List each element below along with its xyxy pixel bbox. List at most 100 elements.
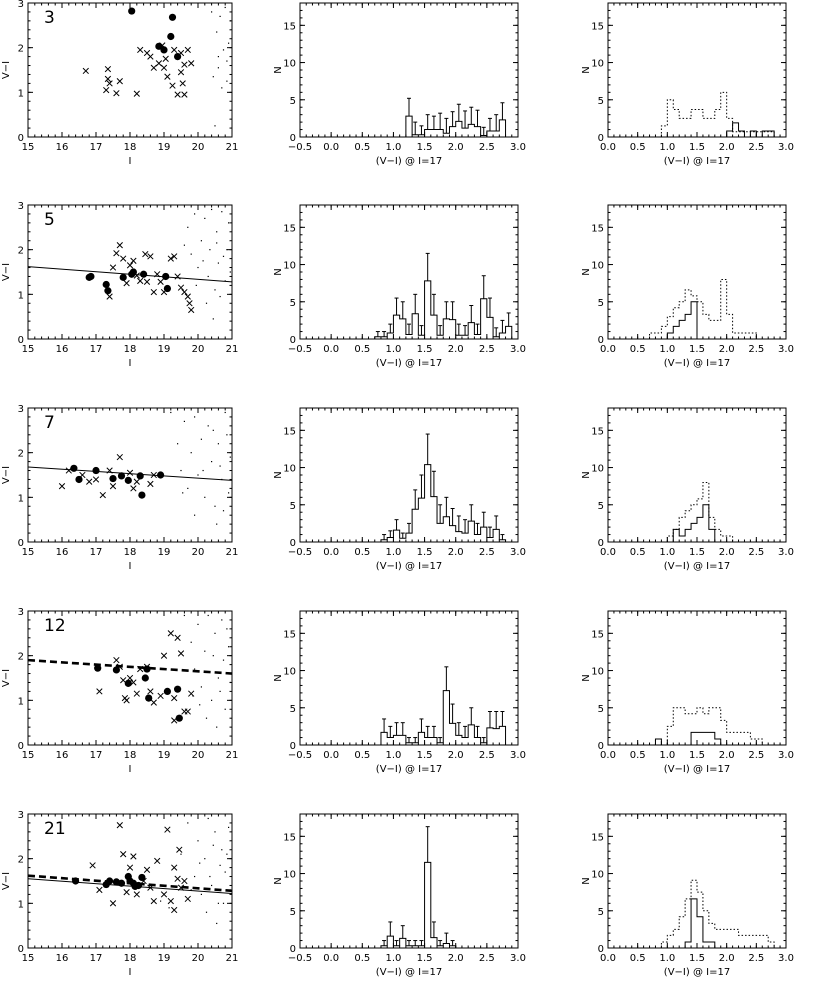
panel-3-histogram-split: 0.0 0.5 1.0 1.5 2.0 2.5 3.0 0 5 10 15 (V−I) @ I=17 N (581, 2, 794, 167)
x-axis-label: (V−I) @ I=17 (376, 967, 442, 978)
histogram-outline-solid (684, 898, 716, 948)
data-point-dot (202, 260, 204, 262)
plot-area (28, 208, 232, 320)
histogram-outline-solid (654, 731, 722, 746)
x-tick-label: 2.5 (748, 750, 764, 761)
y-tick-label: 0 (290, 741, 296, 752)
data-point-dot (180, 469, 182, 472)
x-tick-label: 2.5 (748, 344, 764, 355)
data-point-dot (205, 911, 208, 913)
data-point-dot (224, 280, 226, 282)
x-tick-label: 15 (22, 344, 35, 355)
data-point-cross (103, 86, 110, 94)
data-point-dot (160, 900, 162, 902)
data-point-dot (207, 275, 209, 278)
data-point-cross (177, 49, 185, 57)
y-tick-label: 5 (290, 298, 296, 309)
x-tick-label: 2.5 (479, 547, 495, 558)
x-tick-label: 20 (192, 953, 205, 964)
data-point-dot (204, 650, 206, 652)
data-point-cross (181, 288, 188, 296)
data-point-cross (106, 467, 113, 474)
y-tick-label: 5 (598, 704, 604, 715)
x-tick-label: −0.5 (288, 750, 312, 761)
data-point-cross (106, 293, 113, 300)
data-point-filled (124, 679, 132, 687)
x-axis-label: I (129, 967, 132, 978)
data-point-filled (87, 272, 95, 281)
data-point-dot (228, 42, 230, 44)
y-tick-label: 15 (283, 426, 296, 437)
data-point-dot (190, 452, 192, 454)
data-point-filled (175, 714, 183, 722)
data-point-dot (204, 858, 206, 860)
y-tick-label: 3 (18, 607, 24, 618)
x-tick-label: 2.0 (719, 547, 735, 558)
data-point-dot (219, 690, 221, 692)
x-tick-label: 1.5 (417, 547, 433, 558)
x-tick-label: 3.0 (510, 750, 526, 761)
plot-area (82, 6, 231, 127)
y-tick-label: 3 (18, 0, 24, 10)
x-tick-label: −0.5 (288, 547, 312, 558)
y-tick-label: 5 (598, 298, 604, 309)
data-point-dot (211, 884, 213, 887)
x-tick-label: 0.0 (600, 750, 616, 761)
y-tick-label: 0 (18, 944, 24, 955)
data-point-cross (160, 64, 168, 71)
histogram-outline-solid (405, 115, 507, 137)
data-point-cross (120, 851, 127, 858)
data-point-dot (199, 704, 201, 706)
x-axis-label: (V−I) @ I=17 (376, 358, 442, 369)
y-tick-label: 1 (18, 290, 24, 301)
x-tick-label: 2.0 (719, 750, 735, 761)
panel-3-histogram: −0.5 0.0 0.5 1.0 1.5 2.0 2.5 3.0 0 5 10 15 (V−I) @ I… (273, 2, 526, 167)
data-point-cross (65, 467, 72, 474)
data-point-dot (187, 487, 189, 489)
data-point-dot (190, 641, 192, 643)
x-axis-label: (V−I) @ I=17 (376, 764, 442, 775)
plot-frame (299, 2, 519, 138)
x-tick-label: 19 (158, 142, 171, 153)
y-axis-label: N (581, 877, 592, 884)
y-tick-label: 2 (18, 44, 24, 55)
x-tick-label: 1.5 (417, 142, 433, 153)
y-tick-label: 0 (598, 335, 604, 346)
data-point-cross (123, 280, 130, 287)
data-point-cross (160, 652, 168, 659)
data-point-dot (216, 726, 218, 728)
data-point-cross (79, 471, 86, 479)
data-point-dot (200, 240, 202, 242)
plot-frame (27, 2, 233, 138)
y-tick-label: 0 (598, 538, 604, 549)
data-point-cross (171, 864, 178, 871)
plot-frame (607, 2, 787, 138)
fit-line-solid (28, 878, 232, 895)
x-tick-label: 0.5 (630, 547, 646, 558)
data-point-filled (128, 7, 136, 15)
x-tick-label: 1.5 (417, 953, 433, 964)
data-point-dot (216, 231, 218, 233)
data-point-cross (167, 630, 174, 637)
data-point-cross (171, 906, 178, 914)
y-tick-label: 3 (18, 404, 24, 415)
data-point-cross (99, 491, 106, 499)
y-tick-label: 5 (598, 96, 604, 107)
y-tick-label: 2 (18, 449, 24, 460)
x-tick-label: 2.5 (479, 344, 495, 355)
x-tick-label: 1.0 (385, 344, 401, 355)
data-point-filled (102, 280, 110, 289)
x-tick-label: 21 (226, 142, 239, 153)
data-point-cross (143, 866, 151, 873)
x-tick-label: 1.0 (659, 953, 675, 964)
x-tick-label: 0.0 (323, 953, 339, 964)
x-tick-label: 1.5 (689, 142, 705, 153)
data-point-cross (116, 822, 123, 829)
data-point-dot (200, 686, 202, 688)
data-point-dot (229, 271, 231, 273)
x-tick-label: 2.5 (479, 750, 495, 761)
y-axis-label: V−I (1, 263, 12, 281)
data-point-dot (217, 67, 219, 69)
fit-line-solid (28, 466, 232, 481)
y-tick-label: 10 (591, 667, 604, 678)
